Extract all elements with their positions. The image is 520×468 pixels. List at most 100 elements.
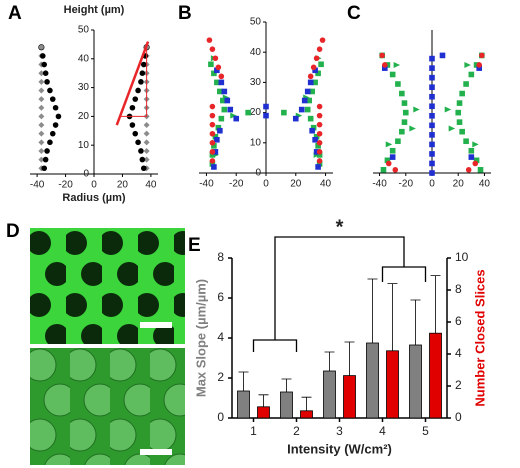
point bbox=[429, 84, 435, 90]
x-tick-label: -40 bbox=[199, 179, 214, 190]
point bbox=[40, 53, 46, 59]
point bbox=[315, 70, 321, 77]
point bbox=[211, 70, 217, 77]
point bbox=[222, 94, 230, 101]
point bbox=[316, 103, 323, 110]
point bbox=[429, 65, 435, 71]
point bbox=[448, 125, 456, 132]
error-bar bbox=[430, 275, 441, 334]
point bbox=[143, 130, 150, 137]
point bbox=[38, 96, 45, 103]
point bbox=[209, 149, 216, 155]
point bbox=[209, 103, 216, 110]
point bbox=[217, 127, 223, 134]
point bbox=[208, 61, 214, 68]
point bbox=[312, 79, 318, 86]
error-bar bbox=[367, 278, 378, 343]
micrographs bbox=[30, 228, 185, 465]
point bbox=[138, 148, 144, 154]
point bbox=[214, 67, 220, 74]
x-axis-title: Intensity (W/cm²) bbox=[287, 441, 392, 456]
point bbox=[38, 130, 45, 137]
bar bbox=[257, 406, 270, 419]
point bbox=[211, 143, 217, 149]
y-tick-label: 50 bbox=[250, 17, 262, 28]
point bbox=[304, 88, 311, 95]
point bbox=[38, 156, 45, 163]
point bbox=[227, 106, 234, 113]
bar bbox=[343, 375, 356, 419]
point bbox=[319, 37, 326, 43]
bar bbox=[237, 390, 250, 419]
bracket bbox=[252, 236, 427, 352]
point bbox=[392, 167, 399, 173]
point bbox=[218, 115, 225, 122]
point bbox=[429, 122, 435, 129]
y2-tick-label: 10 bbox=[455, 250, 469, 264]
point bbox=[38, 113, 45, 120]
point bbox=[44, 148, 50, 154]
y-tick-label: 4 bbox=[217, 330, 224, 344]
point bbox=[292, 115, 299, 122]
point bbox=[209, 121, 216, 128]
point bbox=[206, 37, 213, 43]
point bbox=[139, 156, 146, 163]
y-tick-label: 0 bbox=[83, 169, 89, 180]
point bbox=[382, 65, 388, 71]
point bbox=[429, 74, 435, 81]
x-tick-label: 0 bbox=[429, 179, 435, 190]
y-tick-label: 8 bbox=[217, 250, 224, 264]
point bbox=[135, 87, 141, 94]
x-tick-label: 0 bbox=[91, 180, 97, 191]
point bbox=[413, 106, 420, 113]
point bbox=[402, 109, 409, 116]
bar bbox=[429, 332, 442, 419]
point bbox=[143, 147, 150, 154]
point bbox=[429, 170, 435, 176]
point bbox=[215, 124, 222, 131]
point bbox=[52, 122, 59, 128]
point bbox=[401, 119, 408, 125]
point bbox=[316, 121, 323, 128]
bar bbox=[323, 370, 336, 419]
point bbox=[143, 156, 150, 163]
point bbox=[379, 52, 385, 59]
point bbox=[143, 122, 150, 129]
point bbox=[132, 96, 139, 102]
point bbox=[476, 62, 483, 68]
point bbox=[218, 73, 225, 80]
point bbox=[384, 157, 391, 164]
point bbox=[476, 65, 482, 71]
point bbox=[468, 71, 475, 78]
panel-label: D bbox=[6, 221, 20, 242]
point bbox=[209, 161, 216, 167]
y-tick-label: 40 bbox=[250, 47, 262, 58]
point bbox=[224, 97, 231, 104]
point bbox=[211, 164, 217, 170]
bar bbox=[366, 342, 379, 419]
point bbox=[439, 52, 446, 59]
point bbox=[135, 139, 141, 146]
point bbox=[38, 104, 45, 111]
point bbox=[309, 127, 315, 134]
point bbox=[456, 100, 463, 106]
x-tick-label: -20 bbox=[58, 180, 73, 191]
panel-label: A bbox=[8, 3, 22, 24]
point bbox=[389, 147, 396, 154]
point bbox=[316, 112, 323, 119]
point bbox=[313, 55, 320, 62]
point bbox=[393, 61, 401, 68]
point bbox=[409, 125, 416, 132]
point bbox=[140, 61, 147, 68]
point bbox=[429, 160, 435, 167]
point bbox=[401, 100, 408, 106]
point bbox=[263, 112, 269, 119]
x-axis-title: Radius (µm) bbox=[62, 192, 126, 204]
point bbox=[382, 62, 388, 68]
y-tick-label: 10 bbox=[250, 137, 262, 148]
point bbox=[455, 109, 462, 116]
point bbox=[389, 154, 396, 160]
micrograph-bottom bbox=[30, 348, 185, 465]
point bbox=[217, 88, 223, 95]
error-bar bbox=[258, 394, 269, 407]
